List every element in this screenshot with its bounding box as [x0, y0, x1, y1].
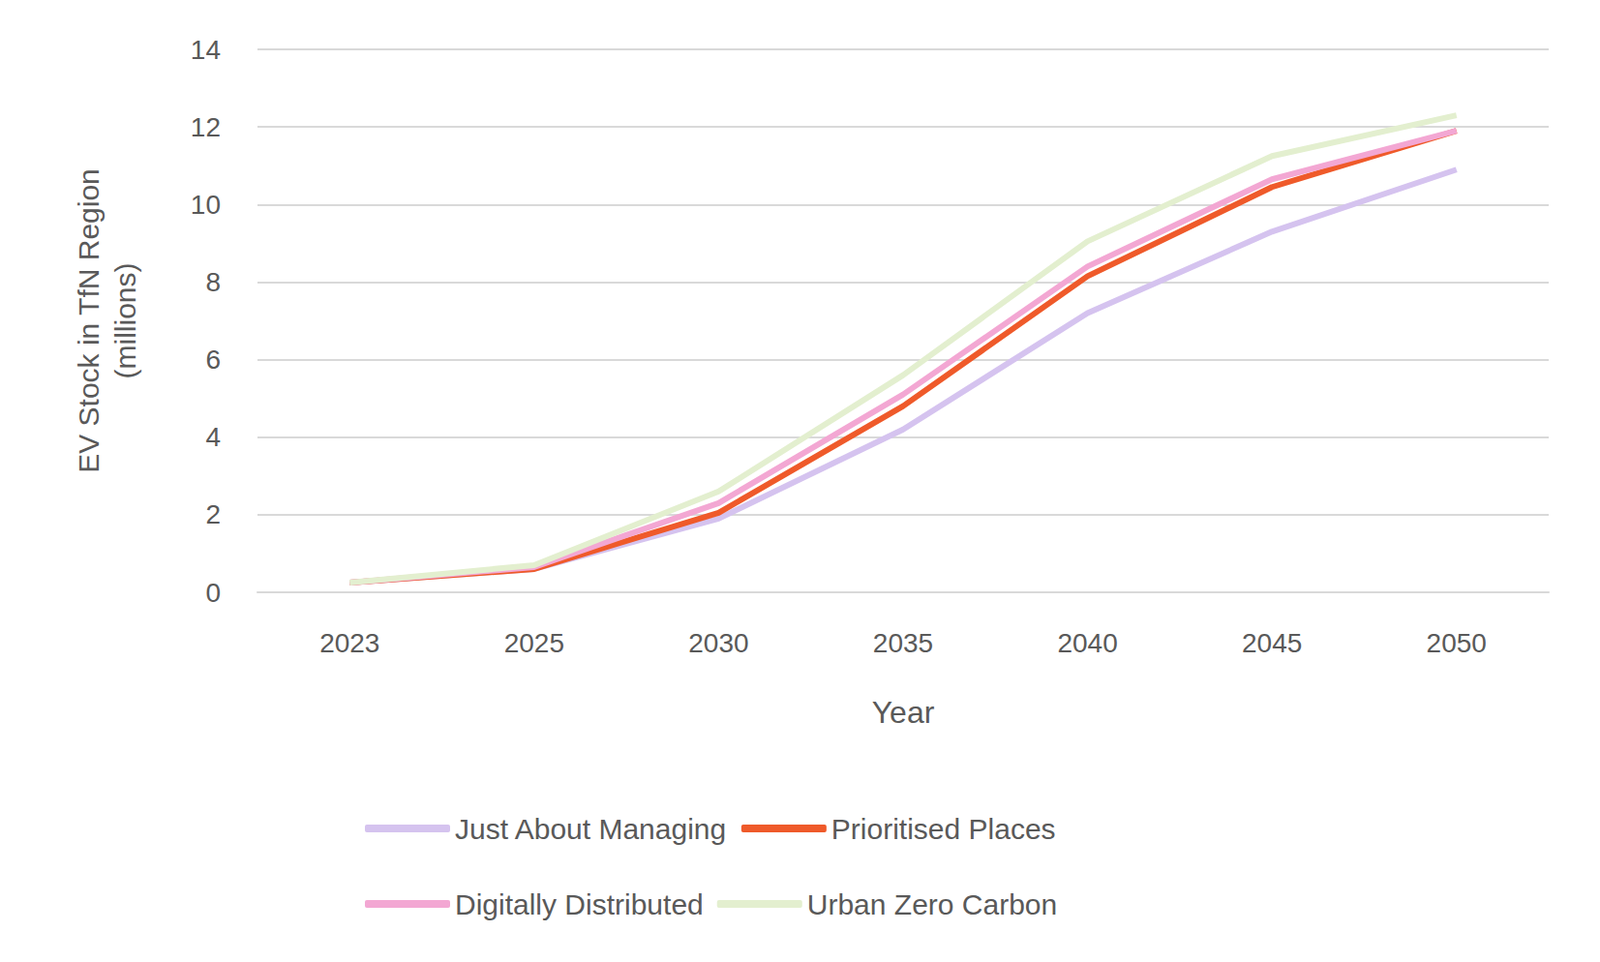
svg-text:Just About Managing: Just About Managing — [454, 813, 726, 846]
svg-text:4: 4 — [205, 422, 221, 453]
svg-text:14: 14 — [190, 34, 221, 65]
svg-text:6: 6 — [205, 344, 221, 375]
svg-text:2: 2 — [205, 499, 221, 530]
svg-text:Year: Year — [872, 694, 936, 730]
svg-text:0: 0 — [205, 577, 221, 608]
svg-text:10: 10 — [190, 189, 221, 220]
svg-text:2025: 2025 — [504, 628, 565, 659]
svg-text:2045: 2045 — [1241, 628, 1302, 659]
svg-text:2023: 2023 — [319, 628, 380, 659]
svg-text:2050: 2050 — [1426, 628, 1487, 659]
svg-text:2040: 2040 — [1056, 628, 1117, 659]
svg-text:2030: 2030 — [688, 628, 749, 659]
svg-text:EV Stock in TfN Region: EV Stock in TfN Region — [72, 168, 105, 474]
svg-text:(millions): (millions) — [109, 263, 142, 380]
svg-text:Prioritised Places: Prioritised Places — [831, 813, 1057, 846]
svg-text:12: 12 — [190, 112, 221, 143]
svg-text:Digitally Distributed: Digitally Distributed — [454, 888, 704, 921]
svg-text:8: 8 — [205, 267, 221, 298]
svg-text:Urban Zero Carbon: Urban Zero Carbon — [807, 888, 1057, 921]
svg-text:2035: 2035 — [873, 628, 934, 659]
